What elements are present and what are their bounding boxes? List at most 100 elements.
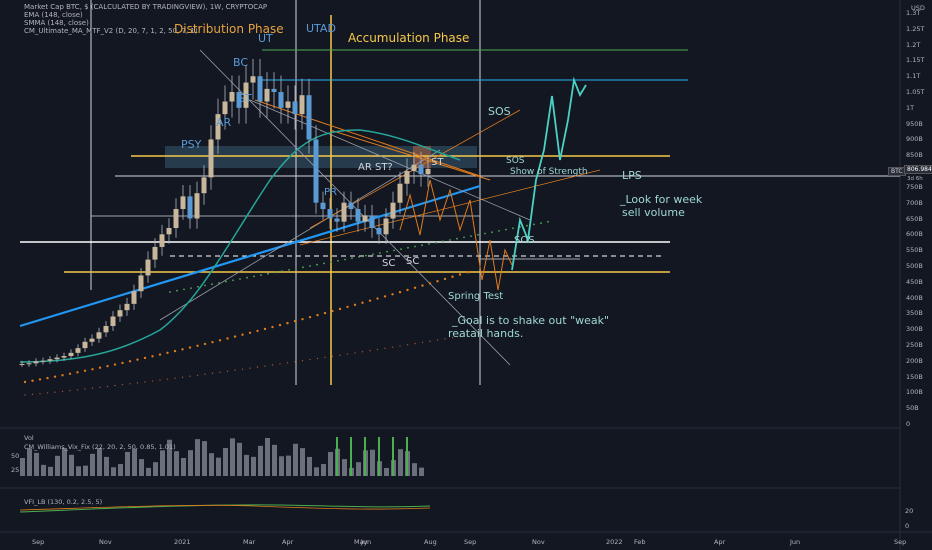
ma-dot (540, 222, 542, 225)
symbol-title[interactable]: Market Cap BTC, $ (CALCULATED BY TRADING… (24, 3, 268, 11)
time-tick: Apr (714, 538, 726, 546)
smma-dot (361, 301, 364, 304)
smma-dot (428, 282, 432, 285)
candle (194, 193, 200, 219)
trend-line (19, 184, 481, 328)
smma-dot (196, 344, 199, 347)
vfi-signal-line (19, 504, 431, 511)
time-tick: Nov (99, 538, 112, 546)
volume-bar (83, 465, 88, 476)
ma-dot (547, 220, 549, 223)
candle (320, 202, 326, 210)
time-tick: Mar (243, 538, 256, 546)
smma-dot (233, 335, 237, 338)
volume-bar (265, 438, 270, 476)
volume-bar (69, 454, 74, 476)
volume-bar (342, 459, 347, 476)
trend-line (159, 149, 441, 321)
ma-dot (61, 390, 64, 393)
vfi-legend[interactable]: VFI_LB (130, 0.2, 2.5, 5) (24, 498, 103, 506)
ma-dot (407, 246, 409, 249)
candle (425, 168, 431, 175)
smma-dot (166, 351, 169, 355)
ema-legend[interactable]: EMA (148, close) (24, 11, 83, 19)
volume-bar (356, 462, 361, 476)
candle (327, 209, 333, 219)
ma-dot (294, 361, 296, 363)
ma-dot (324, 356, 326, 359)
candle (278, 92, 284, 108)
candle (152, 246, 158, 260)
time-tick: Nov (532, 538, 545, 546)
candle (117, 310, 123, 317)
ma-dot (533, 223, 535, 226)
utad-label: UTAD (306, 22, 336, 35)
ma-dot (449, 239, 451, 241)
candle (299, 95, 305, 115)
vfi-tick-20: 20 (905, 507, 914, 515)
psy-label: PSY (181, 138, 202, 151)
candle (103, 325, 109, 333)
volume-bar (258, 445, 263, 476)
candle (306, 95, 312, 140)
price-tick: 100B (906, 388, 923, 397)
candle (40, 360, 46, 362)
smma-legend[interactable]: SMMA (148, close) (24, 19, 89, 27)
smma-dot (83, 369, 87, 373)
ma-dot (271, 364, 274, 366)
ma-dot (526, 224, 528, 227)
smma-dot (128, 360, 132, 363)
ma-dot (484, 232, 486, 235)
vix-fix-bar (336, 437, 338, 476)
ma-dot (226, 370, 229, 372)
volume-bar (251, 456, 256, 476)
candle (96, 332, 102, 339)
candle (124, 303, 130, 311)
smma-dot (451, 275, 454, 278)
current-price-tag[interactable]: 806.984B (904, 165, 932, 174)
ma-dot (444, 338, 446, 340)
smma-dot (301, 317, 304, 321)
ma-dot (136, 382, 139, 384)
ma-dot (358, 256, 360, 258)
price-tick: 200B (906, 356, 923, 365)
ma-dot (330, 261, 332, 263)
ma-dot (24, 394, 26, 396)
st-label-2: ST (431, 157, 444, 168)
candle (33, 361, 39, 364)
ma-dot (91, 387, 94, 389)
volume-bar (34, 452, 39, 476)
ma-dot (54, 391, 56, 393)
cm-ma-legend[interactable]: CM_Ultimate_MA_MTF_V2 (D, 20, 7, 1, 2, 5… (24, 27, 198, 35)
ma-dot (346, 353, 349, 355)
volume-bar (188, 450, 193, 476)
smma-dot (308, 315, 312, 319)
ma-dot (421, 341, 424, 344)
vix-fix-bar (350, 437, 352, 476)
ma-dot (121, 383, 124, 386)
time-tick: Apr (282, 538, 294, 546)
smma-dot (466, 271, 469, 274)
vix-fix-legend[interactable]: CM_Williams_Vix_Fix (22, 20, 2, 50, 0.85… (24, 443, 176, 451)
ma-dot (400, 248, 402, 251)
trend-line (199, 49, 511, 366)
candle (264, 88, 270, 102)
ut-label: UT (258, 32, 273, 45)
smma-dot (53, 375, 57, 378)
ma-dot (204, 284, 206, 287)
smma-dot (286, 321, 289, 325)
price-tick: 900B (906, 135, 923, 144)
vol-tick-25: 25 (11, 466, 20, 474)
time-tick: Sep (464, 538, 477, 546)
volume-bar (181, 457, 186, 476)
price-tick: 1.25T (906, 24, 925, 33)
vix-fix-bar (378, 437, 380, 476)
volume-bar (370, 449, 375, 476)
sc-label-1: SC (382, 258, 396, 269)
candle (229, 92, 235, 102)
vix-fix-bar (406, 437, 408, 476)
price-tick: 1.2T (906, 40, 921, 49)
candle (383, 218, 389, 235)
